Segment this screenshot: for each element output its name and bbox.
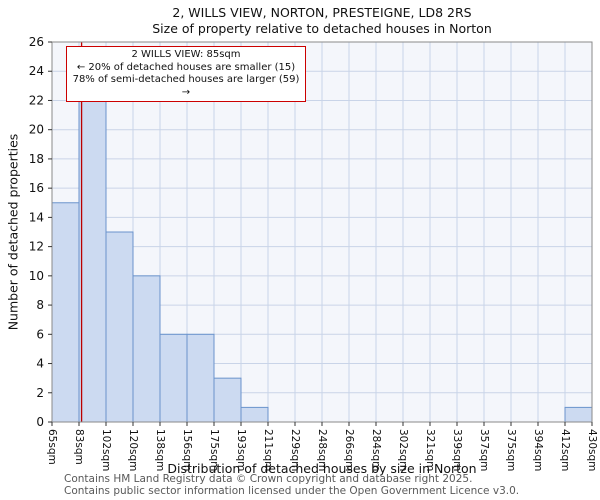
x-tick-label: 284sqm — [370, 429, 382, 471]
histogram-bar — [240, 406, 269, 423]
annotation-line-3: 78% of semi-detached houses are larger (… — [72, 74, 300, 98]
x-tick-label: 65sqm — [46, 429, 58, 465]
x-axis-title: Distribution of detached houses by size … — [167, 461, 477, 476]
histogram-bar — [564, 406, 593, 423]
x-tick-label: 229sqm — [289, 429, 301, 471]
x-tick-label: 83sqm — [73, 429, 85, 465]
attribution: Contains HM Land Registry data © Crown c… — [64, 473, 520, 497]
histogram-bar — [78, 99, 107, 423]
histogram-bar — [105, 231, 134, 423]
attribution-line-2: Contains public sector information licen… — [64, 484, 520, 497]
histogram-bar — [186, 333, 215, 423]
annotation-line-2: ← 20% of detached houses are smaller (15… — [76, 61, 296, 73]
x-tick-label: 375sqm — [505, 429, 517, 471]
y-tick-label: 16 — [29, 181, 44, 195]
x-tick-label: 321sqm — [424, 429, 436, 471]
x-tick-label: 102sqm — [100, 429, 112, 471]
x-tick-label: 175sqm — [208, 429, 220, 471]
y-tick-label: 12 — [29, 240, 44, 254]
x-tick-label: 266sqm — [343, 429, 355, 471]
x-tick-label: 394sqm — [532, 429, 544, 471]
x-tick-label: 193sqm — [235, 429, 247, 471]
y-tick-label: 20 — [29, 123, 44, 137]
x-tick-label: 357sqm — [478, 429, 490, 471]
y-axis-title: Number of detached properties — [5, 133, 21, 331]
y-tick-label: 24 — [29, 64, 44, 78]
chart-title: 2, WILLS VIEW, NORTON, PRESTEIGNE, LD8 2… — [172, 5, 472, 20]
annotation-line-1: 2 WILLS VIEW: 85sqm — [131, 49, 241, 60]
x-tick-label: 430sqm — [586, 429, 598, 471]
y-tick-label: 4 — [36, 357, 44, 371]
y-tick-label: 18 — [29, 152, 44, 166]
marker-annotation: 2 WILLS VIEW: 85sqm ← 20% of detached ho… — [66, 46, 306, 102]
y-tick-label: 22 — [29, 93, 44, 107]
y-tick-label: 2 — [36, 386, 44, 400]
y-tick-label: 0 — [36, 415, 44, 429]
y-tick-label: 14 — [29, 210, 44, 224]
x-tick-label: 339sqm — [451, 429, 463, 471]
x-tick-label: 412sqm — [559, 429, 571, 471]
x-tick-label: 302sqm — [397, 429, 409, 471]
histogram-bar — [213, 377, 242, 423]
histogram-bar — [51, 202, 80, 423]
histogram-bar — [159, 333, 188, 423]
chart-subtitle: Size of property relative to detached ho… — [152, 21, 492, 36]
x-tick-label: 138sqm — [154, 429, 166, 471]
y-tick-label: 6 — [36, 327, 44, 341]
x-tick-label: 211sqm — [262, 429, 274, 471]
y-tick-label: 10 — [29, 269, 44, 283]
attribution-line-1: Contains HM Land Registry data © Crown c… — [64, 473, 473, 485]
x-tick-label: 120sqm — [127, 429, 139, 471]
histogram-bar — [132, 275, 161, 423]
y-tick-label: 8 — [36, 298, 44, 312]
y-tick-label: 26 — [29, 35, 44, 49]
x-tick-label: 248sqm — [316, 429, 328, 471]
x-tick-label: 156sqm — [181, 429, 193, 471]
